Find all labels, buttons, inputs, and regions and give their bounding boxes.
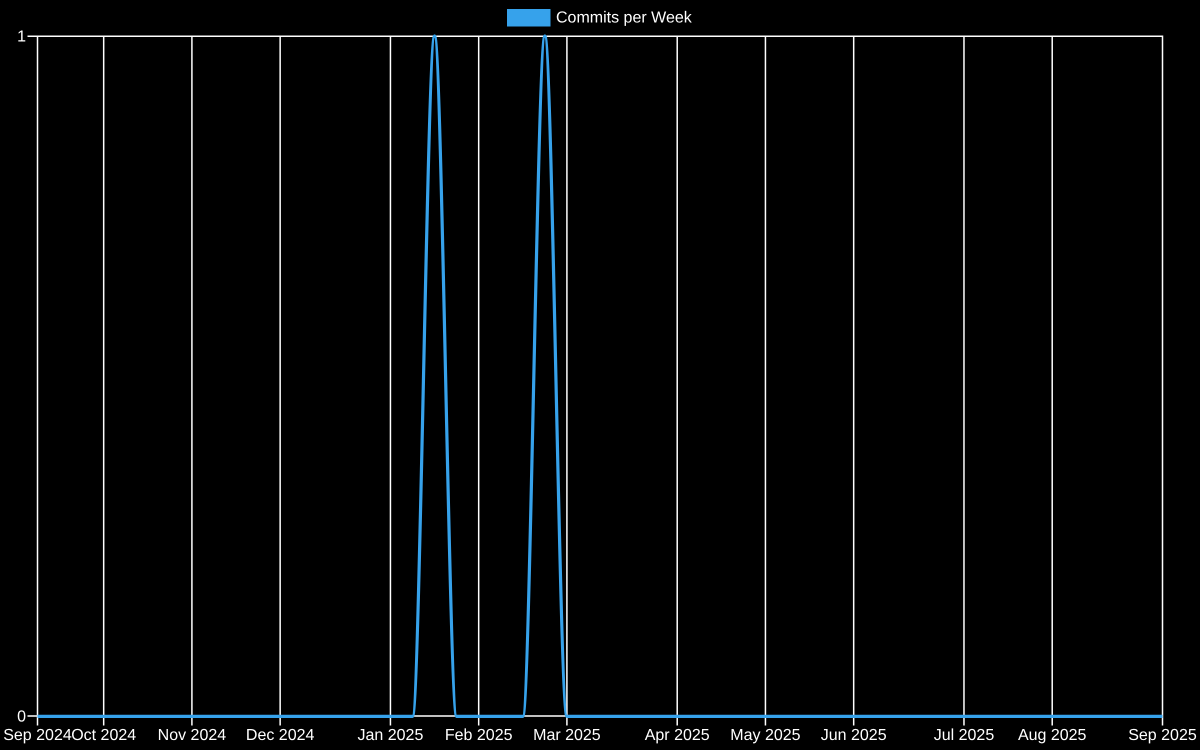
svg-text:Mar 2025: Mar 2025: [533, 727, 601, 744]
svg-text:Sep 2025: Sep 2025: [1128, 727, 1197, 744]
svg-text:Dec 2024: Dec 2024: [246, 727, 315, 744]
svg-text:Oct 2024: Oct 2024: [71, 727, 136, 744]
svg-text:May 2025: May 2025: [730, 727, 800, 744]
svg-text:Nov 2024: Nov 2024: [158, 727, 227, 744]
svg-text:0: 0: [17, 709, 26, 726]
svg-text:Commits per Week: Commits per Week: [556, 10, 693, 27]
svg-text:Aug 2025: Aug 2025: [1018, 727, 1087, 744]
svg-text:Feb 2025: Feb 2025: [445, 727, 513, 744]
svg-text:Jan 2025: Jan 2025: [358, 727, 424, 744]
svg-text:Jun 2025: Jun 2025: [821, 727, 887, 744]
svg-text:Sep 2024: Sep 2024: [3, 727, 72, 744]
svg-text:1: 1: [17, 29, 26, 46]
svg-text:Jul 2025: Jul 2025: [934, 727, 995, 744]
svg-text:Apr 2025: Apr 2025: [645, 727, 710, 744]
